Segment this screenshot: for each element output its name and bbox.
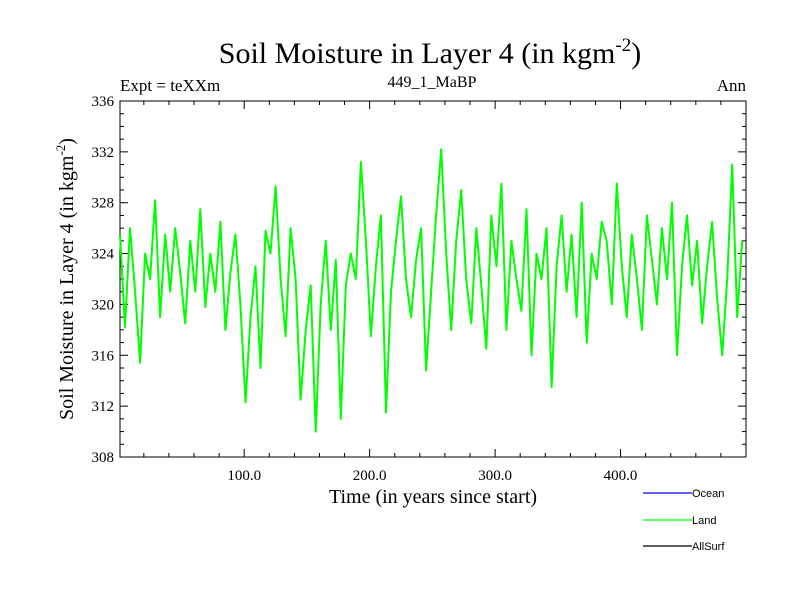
chart-title-close: ) (631, 37, 641, 70)
x-tick-label: 100.0 (227, 468, 261, 484)
period-label: 449_1_MaBP (388, 74, 477, 91)
y-tick-label: 332 (92, 145, 115, 161)
x-axis: 100.0 200.0 300.0 400.0 (143, 101, 747, 484)
y-axis-label: Soil Moisture in Layer 4 (in kgm-2) (53, 138, 78, 420)
x-tick-label: 200.0 (353, 468, 387, 484)
y-tick-label: 336 (92, 94, 115, 110)
legend-land-label: Land (692, 515, 716, 527)
x-tick-label: 400.0 (604, 468, 638, 484)
legend-allsurf-label: AllSurf (692, 541, 725, 553)
y-tick-label: 324 (92, 247, 115, 263)
y-axis: 308 312 316 320 324 328 332 336 (92, 94, 746, 466)
y-axis-label-close: ) (56, 138, 78, 145)
y-tick-label: 308 (92, 450, 115, 466)
y-tick-label: 316 (92, 348, 115, 364)
season-label: Ann (717, 76, 747, 95)
legend: Ocean Land AllSurf (643, 488, 725, 553)
x-axis-label: Time (in years since start) (329, 486, 537, 508)
y-axis-label-main: Soil Moisture in Layer 4 (in kgm (56, 155, 78, 420)
land-series-line (119, 148, 744, 433)
legend-ocean-label: Ocean (692, 488, 724, 500)
chart-title-main: Soil Moisture in Layer 4 (in kgm (219, 37, 616, 70)
chart-title: Soil Moisture in Layer 4 (in kgm-2) (219, 35, 641, 70)
y-tick-label: 320 (92, 297, 115, 313)
y-tick-label: 312 (92, 399, 115, 415)
y-tick-label: 328 (92, 196, 115, 212)
y-axis-label-superscript: -2 (53, 145, 68, 156)
x-tick-label: 300.0 (478, 468, 512, 484)
experiment-label: Expt = teXXm (120, 76, 220, 95)
chart-title-superscript: -2 (615, 35, 631, 56)
